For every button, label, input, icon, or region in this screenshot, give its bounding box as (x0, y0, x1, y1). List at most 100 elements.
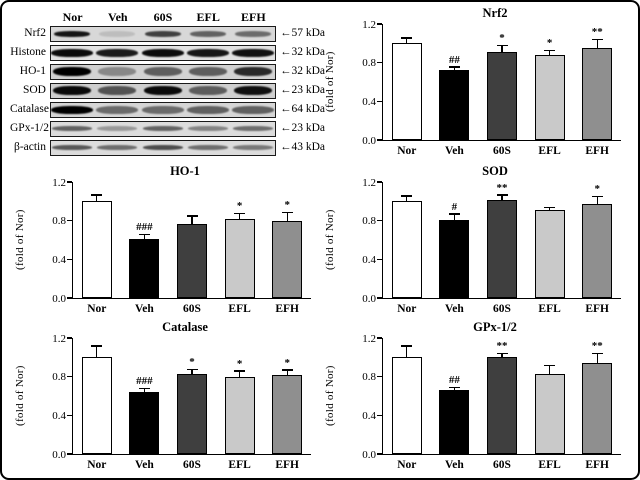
bar (224, 218, 255, 298)
molecular-weight-label: ←32 kDa (280, 65, 326, 77)
protein-band (96, 48, 139, 57)
plot-area: 0.0 0.4 0.8 1.2 Nor ## Veh * 60S * EFL ** EFH (362, 19, 621, 157)
blot-row-label: GPx-1/2 (10, 122, 49, 134)
y-tick-mark (376, 414, 382, 416)
error-bar-line (286, 370, 288, 376)
significance-marker: * (546, 37, 553, 50)
y-tick-mark (376, 297, 382, 299)
error-bar-cap (496, 44, 508, 47)
x-tick-label: EFH (275, 303, 299, 315)
chart-nrf2: Nrf2 (fold of Nor) 0.0 0.4 0.8 1.2 Nor ## Veh * 60… (320, 6, 632, 158)
y-tick-mark (376, 337, 382, 339)
y-tick-mark (376, 220, 382, 222)
x-tick-label: Veh (445, 145, 464, 157)
blot-lane-header: 60S (153, 10, 173, 24)
bar (129, 239, 160, 298)
significance-marker: ## (448, 374, 460, 387)
bar (582, 204, 613, 298)
blot-lane-header: Veh (108, 10, 128, 24)
error-bar-cap (234, 370, 246, 372)
molecular-weight-label: ←64 kDa (280, 103, 326, 115)
error-bar-line (143, 389, 146, 394)
blot-row-box (50, 64, 276, 80)
y-tick-label: 0.8 (52, 215, 66, 228)
bar (81, 357, 112, 454)
error-bar-line (406, 38, 408, 45)
x-tick-label: Veh (445, 459, 464, 471)
y-axis-label: (fold of Nor) (14, 209, 26, 271)
error-bar-line (548, 366, 551, 375)
protein-band (51, 48, 94, 57)
protein-band (53, 67, 92, 76)
protein-band (97, 145, 138, 150)
bar (177, 373, 207, 454)
protein-band (142, 126, 183, 131)
protein-band (96, 105, 139, 114)
blot-row-label: SOD (22, 84, 46, 96)
blot-row-label: HO-1 (19, 65, 46, 77)
x-tick-label: EFL (228, 459, 251, 471)
protein-band (188, 86, 227, 95)
error-bar-cap (186, 215, 198, 217)
plot-area: 0.0 0.4 0.8 1.2 Nor ## Veh ** 60S EFL ** EFH (362, 333, 621, 471)
significance-marker: * (284, 198, 290, 211)
protein-band (98, 67, 137, 76)
significance-marker: # (451, 200, 458, 213)
y-tick-label: 0.4 (52, 409, 66, 422)
y-axis-label: (fold of Nor) (324, 365, 336, 427)
error-bar-cap (91, 194, 103, 196)
significance-marker: ### (136, 221, 153, 234)
blot-lane-header: EFL (196, 10, 220, 24)
bar (272, 374, 303, 454)
x-tick-label: Nor (87, 459, 107, 471)
y-tick-mark (66, 414, 72, 416)
error-bar-line (453, 214, 456, 221)
chart-title: GPx-1/2 (473, 320, 517, 334)
y-tick-label: 0.0 (52, 448, 66, 461)
x-tick-label: 60S (493, 459, 511, 471)
y-tick-label: 0.0 (52, 292, 66, 305)
y-axis-label: (fold of Nor) (324, 209, 336, 271)
y-tick-label: 0.4 (362, 95, 376, 108)
blot-lane-header: Nor (62, 10, 83, 24)
bar (487, 357, 517, 454)
error-bar-line (453, 67, 456, 72)
y-tick-label: 0.0 (362, 448, 376, 461)
error-bar-cap (591, 353, 603, 355)
protein-band (52, 145, 93, 150)
error-bar-line (406, 196, 408, 203)
y-tick-mark (376, 100, 382, 102)
y-tick-mark (66, 297, 72, 299)
y-tick-mark (66, 181, 72, 183)
significance-marker: ** (591, 26, 603, 39)
chart-catalase: Catalase (fold of Nor) 0.0 0.4 0.8 1.2 Nor ### V… (10, 320, 322, 472)
error-bar-cap (448, 386, 460, 389)
x-tick-label: Veh (135, 459, 154, 471)
error-bar-line (548, 208, 551, 212)
x-tick-label: EFL (538, 145, 561, 157)
significance-marker: * (189, 355, 195, 368)
chart-ho-1: HO-1 (fold of Nor) 0.0 0.4 0.8 1.2 Nor ### Veh 60… (10, 164, 322, 316)
y-tick-mark (66, 453, 72, 455)
error-bar-line (406, 346, 408, 359)
bar (81, 201, 112, 298)
blot-row-box (50, 45, 276, 61)
error-bar-cap (448, 213, 460, 215)
protein-band (232, 126, 273, 131)
y-tick-mark (376, 23, 382, 25)
error-bar-cap (138, 387, 150, 390)
significance-marker: ### (136, 375, 153, 388)
error-bar-cap (544, 206, 556, 209)
molecular-weight-label: ←43 kDa (280, 141, 326, 153)
significance-marker: * (594, 183, 600, 196)
error-bar-cap (496, 194, 508, 196)
protein-band (99, 30, 136, 37)
x-tick-label: Nor (397, 459, 417, 471)
protein-band (189, 30, 226, 37)
protein-band (97, 126, 138, 131)
error-bar-cap (281, 211, 293, 213)
error-bar-cap (544, 364, 556, 367)
y-tick-mark (376, 62, 382, 64)
bar (582, 48, 613, 140)
